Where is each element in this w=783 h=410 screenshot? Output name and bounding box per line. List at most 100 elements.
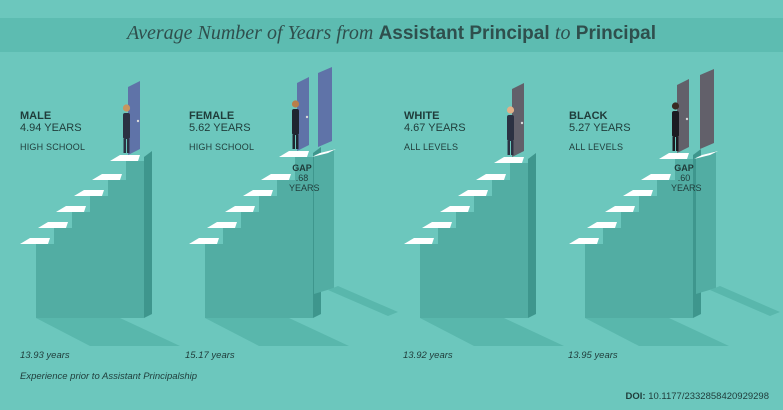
gap-label-race: GAP .60 YEARS [671, 163, 702, 193]
person-body [292, 109, 299, 135]
stair-side [144, 151, 152, 318]
doi-value: 10.1177/2332858420929298 [648, 391, 769, 402]
title-strong-2: Principal [575, 23, 657, 44]
stair-tread [476, 174, 506, 180]
group-years: 4.94 YEARS [20, 122, 82, 134]
group-label-male: MALE 4.94 YEARS HIGH SCHOOL [20, 110, 85, 153]
stair-shadow [36, 318, 180, 346]
gap-value: .68 [295, 173, 309, 183]
gap-tread [694, 151, 718, 159]
person-leg [511, 141, 514, 155]
door-knob [136, 119, 140, 123]
person-leg [296, 135, 299, 149]
person-body [672, 111, 679, 137]
stair-tread [569, 238, 599, 244]
group-label-female: FEMALE 5.62 YEARS HIGH SCHOOL [189, 110, 254, 153]
stair-body [585, 159, 693, 318]
footnote: Experience prior to Assistant Principals… [20, 371, 198, 382]
group-name: MALE [20, 110, 52, 122]
stair-tread [494, 157, 524, 163]
door-knob [520, 121, 524, 125]
stair-tread [261, 174, 291, 180]
stair-shadow [585, 318, 729, 346]
stair-shadow [420, 318, 564, 346]
group-level: ALL LEVELS [404, 142, 459, 152]
stair-body [205, 157, 313, 318]
person-body [507, 115, 514, 141]
stair-body [36, 161, 144, 318]
group-label-black: BLACK 5.27 YEARS ALL LEVELS [569, 110, 631, 153]
door [512, 83, 524, 157]
group-name: FEMALE [189, 110, 235, 122]
person-head [506, 106, 515, 114]
title-lead: Average Number of Years from [126, 22, 374, 44]
person-leg [123, 139, 126, 153]
stair-tread [207, 222, 237, 228]
door [128, 81, 140, 155]
group-years: 5.27 YEARS [569, 122, 631, 134]
stair-tread [20, 238, 50, 244]
stair-tread [440, 206, 470, 212]
stair-tread [605, 206, 635, 212]
door [677, 79, 689, 153]
gap-door [700, 69, 714, 149]
group-level: HIGH SCHOOL [20, 142, 86, 152]
group-years: 4.67 YEARS [404, 122, 466, 134]
person-leg [292, 135, 295, 149]
group-name: BLACK [569, 110, 608, 122]
stair-tread [189, 238, 219, 244]
stair-tread [225, 206, 255, 212]
group-name: WHITE [404, 110, 440, 122]
stair-tread [659, 153, 689, 159]
doi: DOI: 10.1177/2332858420929298 [625, 391, 769, 402]
title-band [0, 18, 783, 52]
stair-tread [404, 238, 434, 244]
title-mid: to [554, 22, 571, 44]
stair-body [420, 163, 528, 318]
prior-years-female: 15.17 years [185, 350, 235, 361]
person-body [123, 113, 130, 139]
stair-tread [458, 190, 488, 196]
gap-column [314, 149, 334, 294]
gap-title: GAP [674, 163, 694, 173]
stair-tread [38, 222, 68, 228]
chart-title: Average Number of Years from Assistant P… [0, 22, 783, 45]
group-level: ALL LEVELS [569, 142, 624, 152]
person-head [291, 100, 300, 108]
stair-tread [56, 206, 86, 212]
person-leg [127, 139, 130, 153]
title-strong-1: Assistant Principal [378, 23, 550, 44]
gap-shadow [328, 286, 398, 316]
door-knob [685, 117, 689, 121]
stair-tread [422, 222, 452, 228]
person-head [122, 104, 131, 112]
door-knob [305, 115, 309, 119]
gap-door [318, 67, 332, 147]
gap-unit: YEARS [671, 183, 702, 193]
person-leg [676, 137, 679, 151]
stair-tread [641, 174, 671, 180]
group-label-white: WHITE 4.67 YEARS ALL LEVELS [404, 110, 466, 153]
stair-tread [623, 190, 653, 196]
stair-tread [279, 151, 309, 157]
stair-side [528, 153, 536, 318]
gap-unit: YEARS [289, 183, 320, 193]
prior-years-white: 13.92 years [403, 350, 453, 361]
prior-years-male: 13.93 years [20, 350, 70, 361]
door [297, 77, 309, 151]
stair-tread [110, 155, 140, 161]
gap-column [696, 151, 716, 294]
person-leg [672, 137, 675, 151]
gap-tread [312, 149, 336, 157]
person-leg [507, 141, 510, 155]
doi-label: DOI: [625, 391, 646, 402]
prior-years-black: 13.95 years [568, 350, 618, 361]
stair-shadow [205, 318, 349, 346]
gap-value: .60 [677, 173, 691, 183]
gap-title: GAP [292, 163, 312, 173]
stair-tread [243, 190, 273, 196]
stair-tread [74, 190, 104, 196]
gap-label-gender: GAP .68 YEARS [289, 163, 320, 193]
